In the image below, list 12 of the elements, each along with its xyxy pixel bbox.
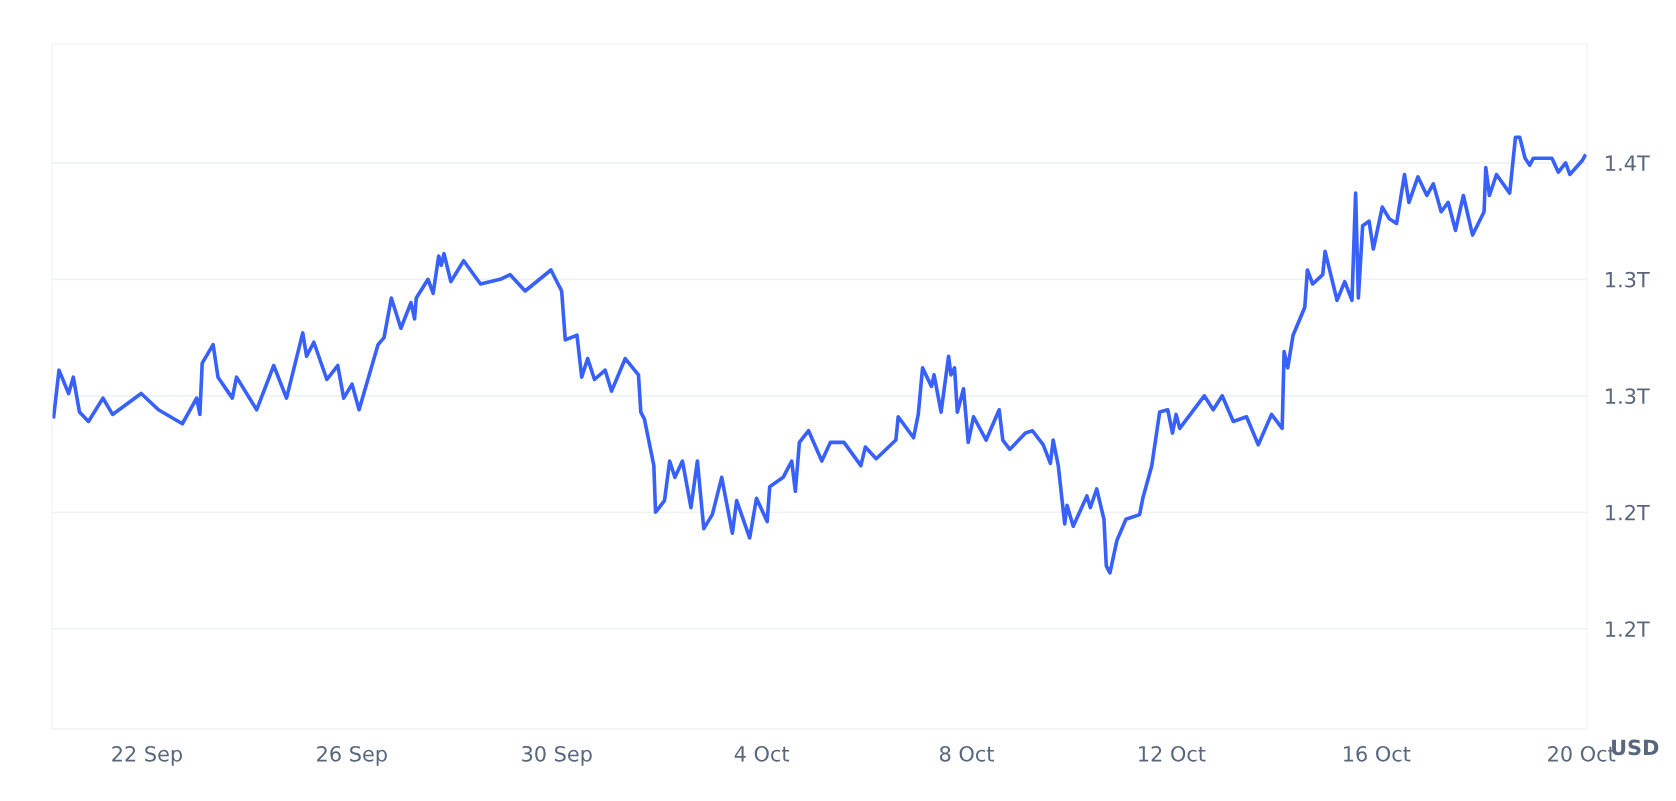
y-tick-label: 1.2T	[1606, 621, 1650, 637]
y-tick-label: 1.3T	[1606, 271, 1650, 288]
x-tick-label: 4 Oct	[734, 745, 790, 762]
y-tick-label: 1.3T	[1606, 388, 1650, 405]
x-tick-label: 30 Sep	[522, 745, 592, 766]
x-tick-label: 26 Sep	[317, 745, 387, 766]
x-tick-label: 22 Sep	[112, 745, 182, 766]
x-tick-label: 12 Oct	[1139, 745, 1206, 762]
y-tick-label: 1.4T	[1606, 155, 1650, 171]
x-tick-label: 16 Oct	[1344, 745, 1411, 762]
y-tick-label: 1.2T	[1606, 504, 1650, 521]
x-tick-label: 8 Oct	[939, 745, 994, 762]
